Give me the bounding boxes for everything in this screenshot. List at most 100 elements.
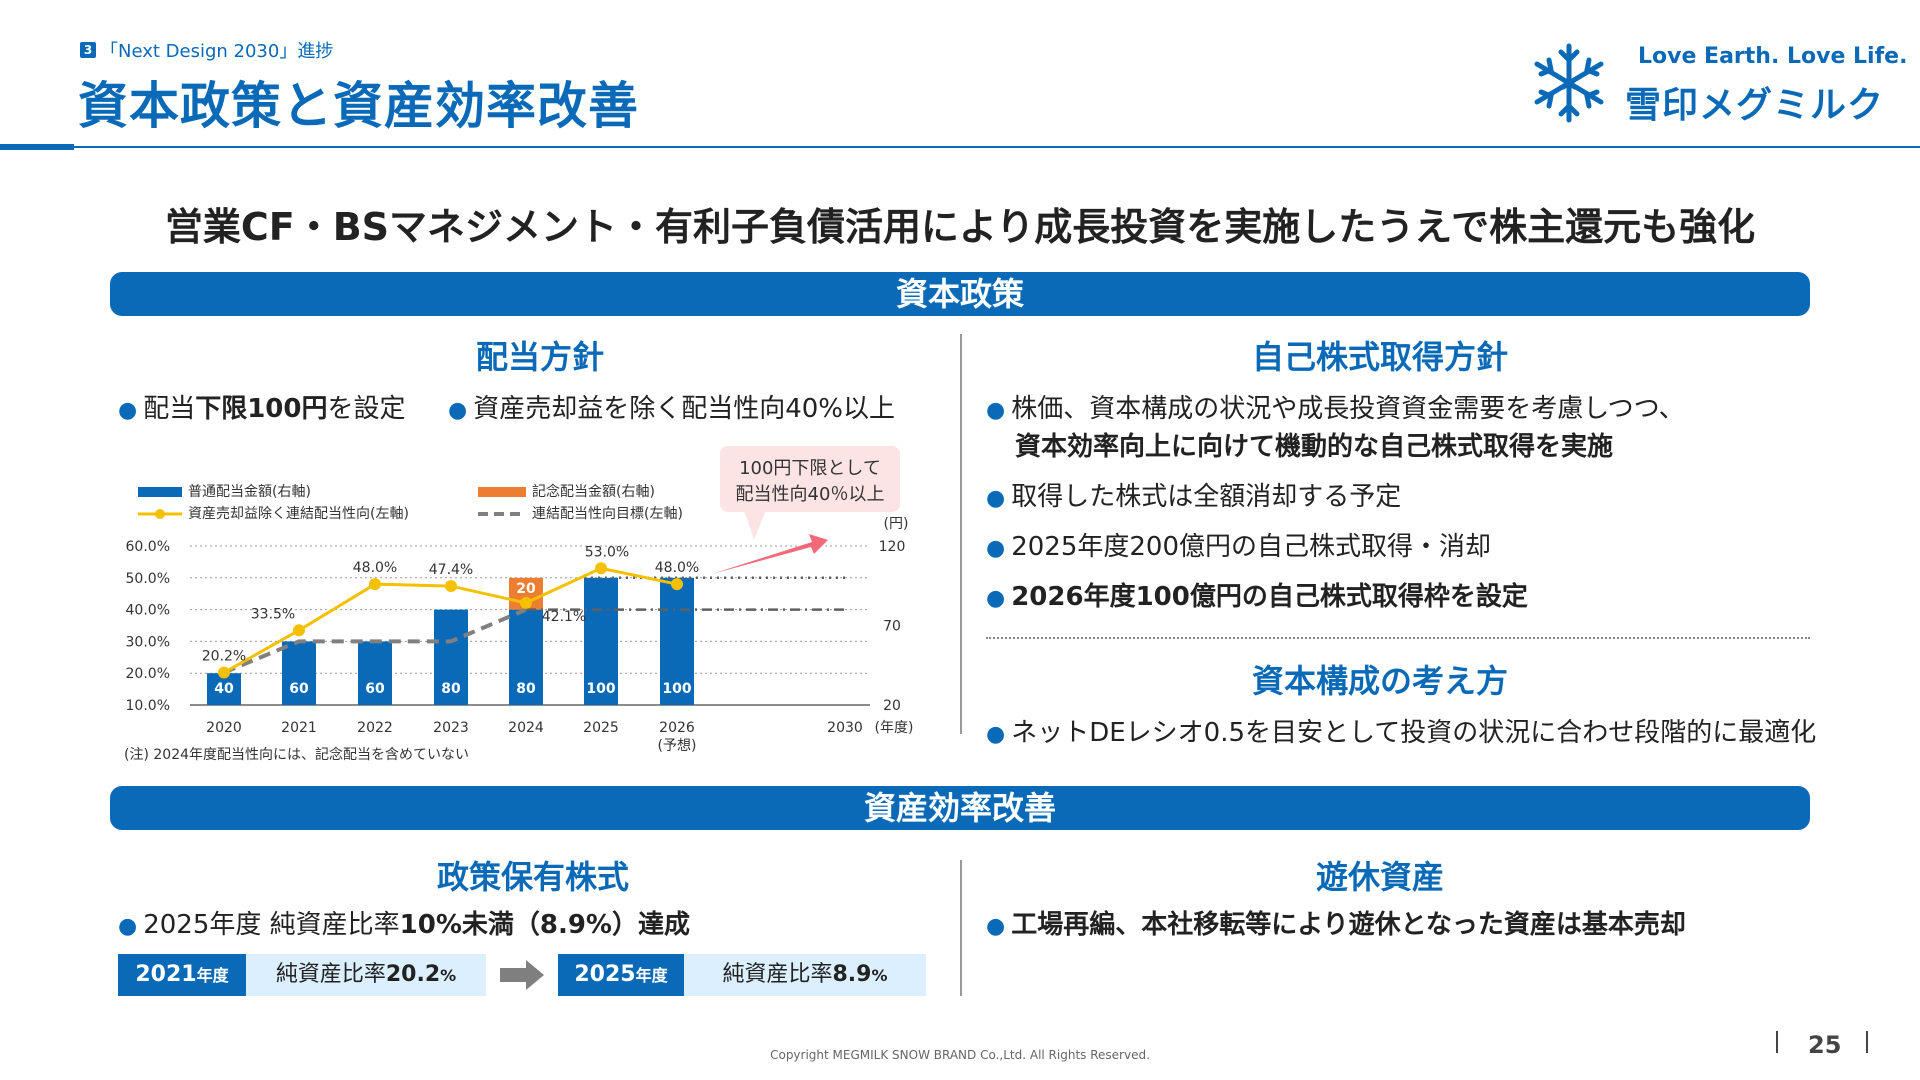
page-title: 資本政策と資産効率改善 bbox=[78, 77, 639, 135]
bar-value-label: 40 bbox=[214, 681, 234, 697]
bar-value-label: 80 bbox=[441, 681, 461, 697]
policy-holdings-bullet: ● 2025年度 純資産比率10%未満（8.9%）達成 bbox=[118, 910, 690, 940]
bullet-dot-icon: ● bbox=[118, 398, 138, 423]
bar-value-label: 60 bbox=[365, 681, 385, 697]
x-axis-tick-label: 2025 bbox=[583, 720, 619, 736]
legend-payout: 資産売却益除く連結配当性向(左軸) bbox=[138, 503, 409, 523]
page-number: 25 bbox=[1808, 1031, 1842, 1059]
payout-ratio-point bbox=[369, 578, 381, 591]
left-axis-tick-label: 10.0% bbox=[126, 698, 170, 714]
left-axis-tick-label: 20.0% bbox=[126, 666, 170, 682]
bullet-dot-icon: ● bbox=[118, 914, 138, 939]
payout-ratio-point bbox=[445, 580, 457, 593]
header-divider-accent bbox=[0, 144, 74, 150]
payout-ratio-label: 53.0% bbox=[585, 544, 629, 560]
x-axis-tick-label: 2026 bbox=[659, 720, 695, 736]
payout-ratio-label: 47.4% bbox=[429, 562, 473, 578]
x-axis-tick-label: 2021 bbox=[281, 720, 317, 736]
legend-dash-icon bbox=[478, 512, 526, 516]
legend-regular: 普通配当金額(右軸) bbox=[138, 481, 311, 501]
legend-line-icon bbox=[138, 509, 182, 519]
left-axis-tick-label: 60.0% bbox=[126, 539, 170, 555]
brand-slogan: Love Earth. Love Life. bbox=[1638, 44, 1908, 69]
x-axis-sublabel: (予想) bbox=[658, 738, 697, 754]
ratio-box-2021-value: 純資産比率20.2% bbox=[246, 954, 486, 996]
chart-note: (注) 2024年度配当性向には、記念配当を含めていない bbox=[124, 747, 470, 763]
left-axis-tick-label: 50.0% bbox=[126, 571, 170, 587]
buyback-bullet-1-line2: 資本効率向上に向けて機動的な自己株式取得を実施 bbox=[1015, 432, 1614, 462]
bullet-dot-icon: ● bbox=[986, 536, 1006, 561]
right-axis-tick-label: 20 bbox=[883, 698, 901, 714]
bar-value-label: 100 bbox=[662, 681, 691, 697]
callout-pointer-icon bbox=[744, 510, 766, 540]
payout-ratio-label: 48.0% bbox=[353, 560, 397, 576]
bullet-dot-icon: ● bbox=[986, 486, 1006, 511]
asset-efficiency-banner: 資産効率改善 bbox=[110, 786, 1810, 830]
ratio-box-2021-year: 2021年度 bbox=[118, 954, 246, 996]
bullet-dot-icon: ● bbox=[986, 914, 1006, 939]
bullet-dot-icon: ● bbox=[986, 398, 1006, 423]
bar-value-label: 60 bbox=[289, 681, 309, 697]
payout-ratio-point bbox=[218, 666, 230, 679]
brand-name: 雪印メグミルク bbox=[1625, 85, 1885, 126]
section-number-badge: 3 bbox=[80, 42, 96, 58]
right-axis-unit: (円) bbox=[884, 516, 909, 532]
buyback-bullet-3: ● 2025年度200億円の自己株式取得・消却 bbox=[986, 532, 1491, 562]
section-title: 「Next Design 2030」進捗 bbox=[100, 41, 334, 62]
policy-holdings-heading: 政策保有株式 bbox=[436, 858, 629, 896]
commemorative-value-label: 20 bbox=[516, 581, 536, 597]
legend-commemorative: 記念配当金額(右軸) bbox=[478, 481, 655, 501]
buyback-bullet-1: ● 株価、資本構成の状況や成長投資資金需要を考慮しつつ、 bbox=[986, 394, 1685, 424]
buyback-bullet-2: ● 取得した株式は全額消却する予定 bbox=[986, 482, 1402, 512]
capital-policy-banner: 資本政策 bbox=[110, 272, 1810, 316]
dividend-bar bbox=[358, 641, 392, 705]
page-bar-right bbox=[1866, 1031, 1868, 1053]
dividend-bullet-1: ● 配当下限100円を設定 bbox=[118, 394, 406, 424]
x-axis-tick-label: 2024 bbox=[508, 720, 544, 736]
left-axis-tick-label: 30.0% bbox=[126, 634, 170, 650]
arrow-right-icon bbox=[500, 960, 544, 990]
x-axis-tick-label: 2023 bbox=[433, 720, 469, 736]
copyright: Copyright MEGMILK SNOW BRAND Co.,Ltd. Al… bbox=[770, 1048, 1150, 1062]
right-axis-tick-label: 120 bbox=[879, 539, 906, 555]
capital-structure-bullet: ● ネットDEレシオ0.5を目安として投資の状況に合わせ段階的に最適化 bbox=[986, 718, 1817, 748]
payout-ratio-point bbox=[293, 624, 305, 637]
dividend-bar bbox=[660, 577, 694, 705]
dividend-callout: 100円下限として 配当性向40％以上 bbox=[720, 446, 900, 512]
dividend-bar bbox=[282, 641, 316, 705]
dividend-bar bbox=[584, 577, 618, 705]
dividend-heading: 配当方針 bbox=[475, 338, 604, 376]
payout-ratio-label: 42.1% bbox=[542, 609, 586, 625]
dividend-bar bbox=[509, 609, 543, 705]
ratio-box-2025-year: 2025年度 bbox=[558, 954, 684, 996]
left-axis-tick-label: 40.0% bbox=[126, 603, 170, 619]
bullet-dot-icon: ● bbox=[986, 586, 1006, 611]
bar-value-label: 100 bbox=[586, 681, 615, 697]
payout-ratio-label: 20.2% bbox=[202, 649, 246, 665]
payout-ratio-label: 33.5% bbox=[251, 606, 295, 622]
payout-ratio-label: 48.0% bbox=[655, 560, 699, 576]
target-line bbox=[223, 607, 527, 675]
capital-structure-heading: 資本構成の考え方 bbox=[1251, 662, 1508, 700]
legend-swatch bbox=[138, 487, 182, 497]
buyback-bullet-4: ● 2026年度100億円の自己株式取得枠を設定 bbox=[986, 582, 1528, 612]
section-divider bbox=[986, 637, 1810, 639]
legend-target: 連結配当性向目標(左軸) bbox=[478, 503, 683, 523]
dividend-chart: 10.0% 20.0% 30.0% 40.0% 50.0% 60.0% 20 70 120 (円)… bbox=[126, 516, 914, 754]
bullet-dot-icon: ● bbox=[448, 398, 468, 423]
x-axis-tick-label: 2030 bbox=[827, 720, 863, 736]
buyback-heading: 自己株式取得方針 bbox=[1251, 338, 1508, 376]
idle-assets-bullet: ● 工場再編、本社移転等により遊休となった資産は基本売却 bbox=[986, 910, 1686, 940]
growth-arrow-icon bbox=[712, 534, 828, 574]
right-axis-tick-label: 70 bbox=[883, 619, 901, 635]
payout-ratio-point bbox=[671, 578, 683, 591]
page-bar-left bbox=[1776, 1031, 1778, 1053]
column-divider bbox=[960, 860, 962, 996]
ratio-box-2025-value: 純資産比率8.9% bbox=[684, 954, 926, 996]
x-axis-unit-label: (年度) bbox=[875, 720, 914, 736]
column-divider bbox=[960, 334, 962, 734]
legend-swatch bbox=[478, 487, 526, 497]
header-divider bbox=[0, 146, 1920, 148]
headline: 営業CF・BSマネジメント・有利子負債活用により成長投資を実施したうえで株主還元… bbox=[164, 205, 1756, 249]
payout-ratio-point bbox=[520, 596, 532, 609]
